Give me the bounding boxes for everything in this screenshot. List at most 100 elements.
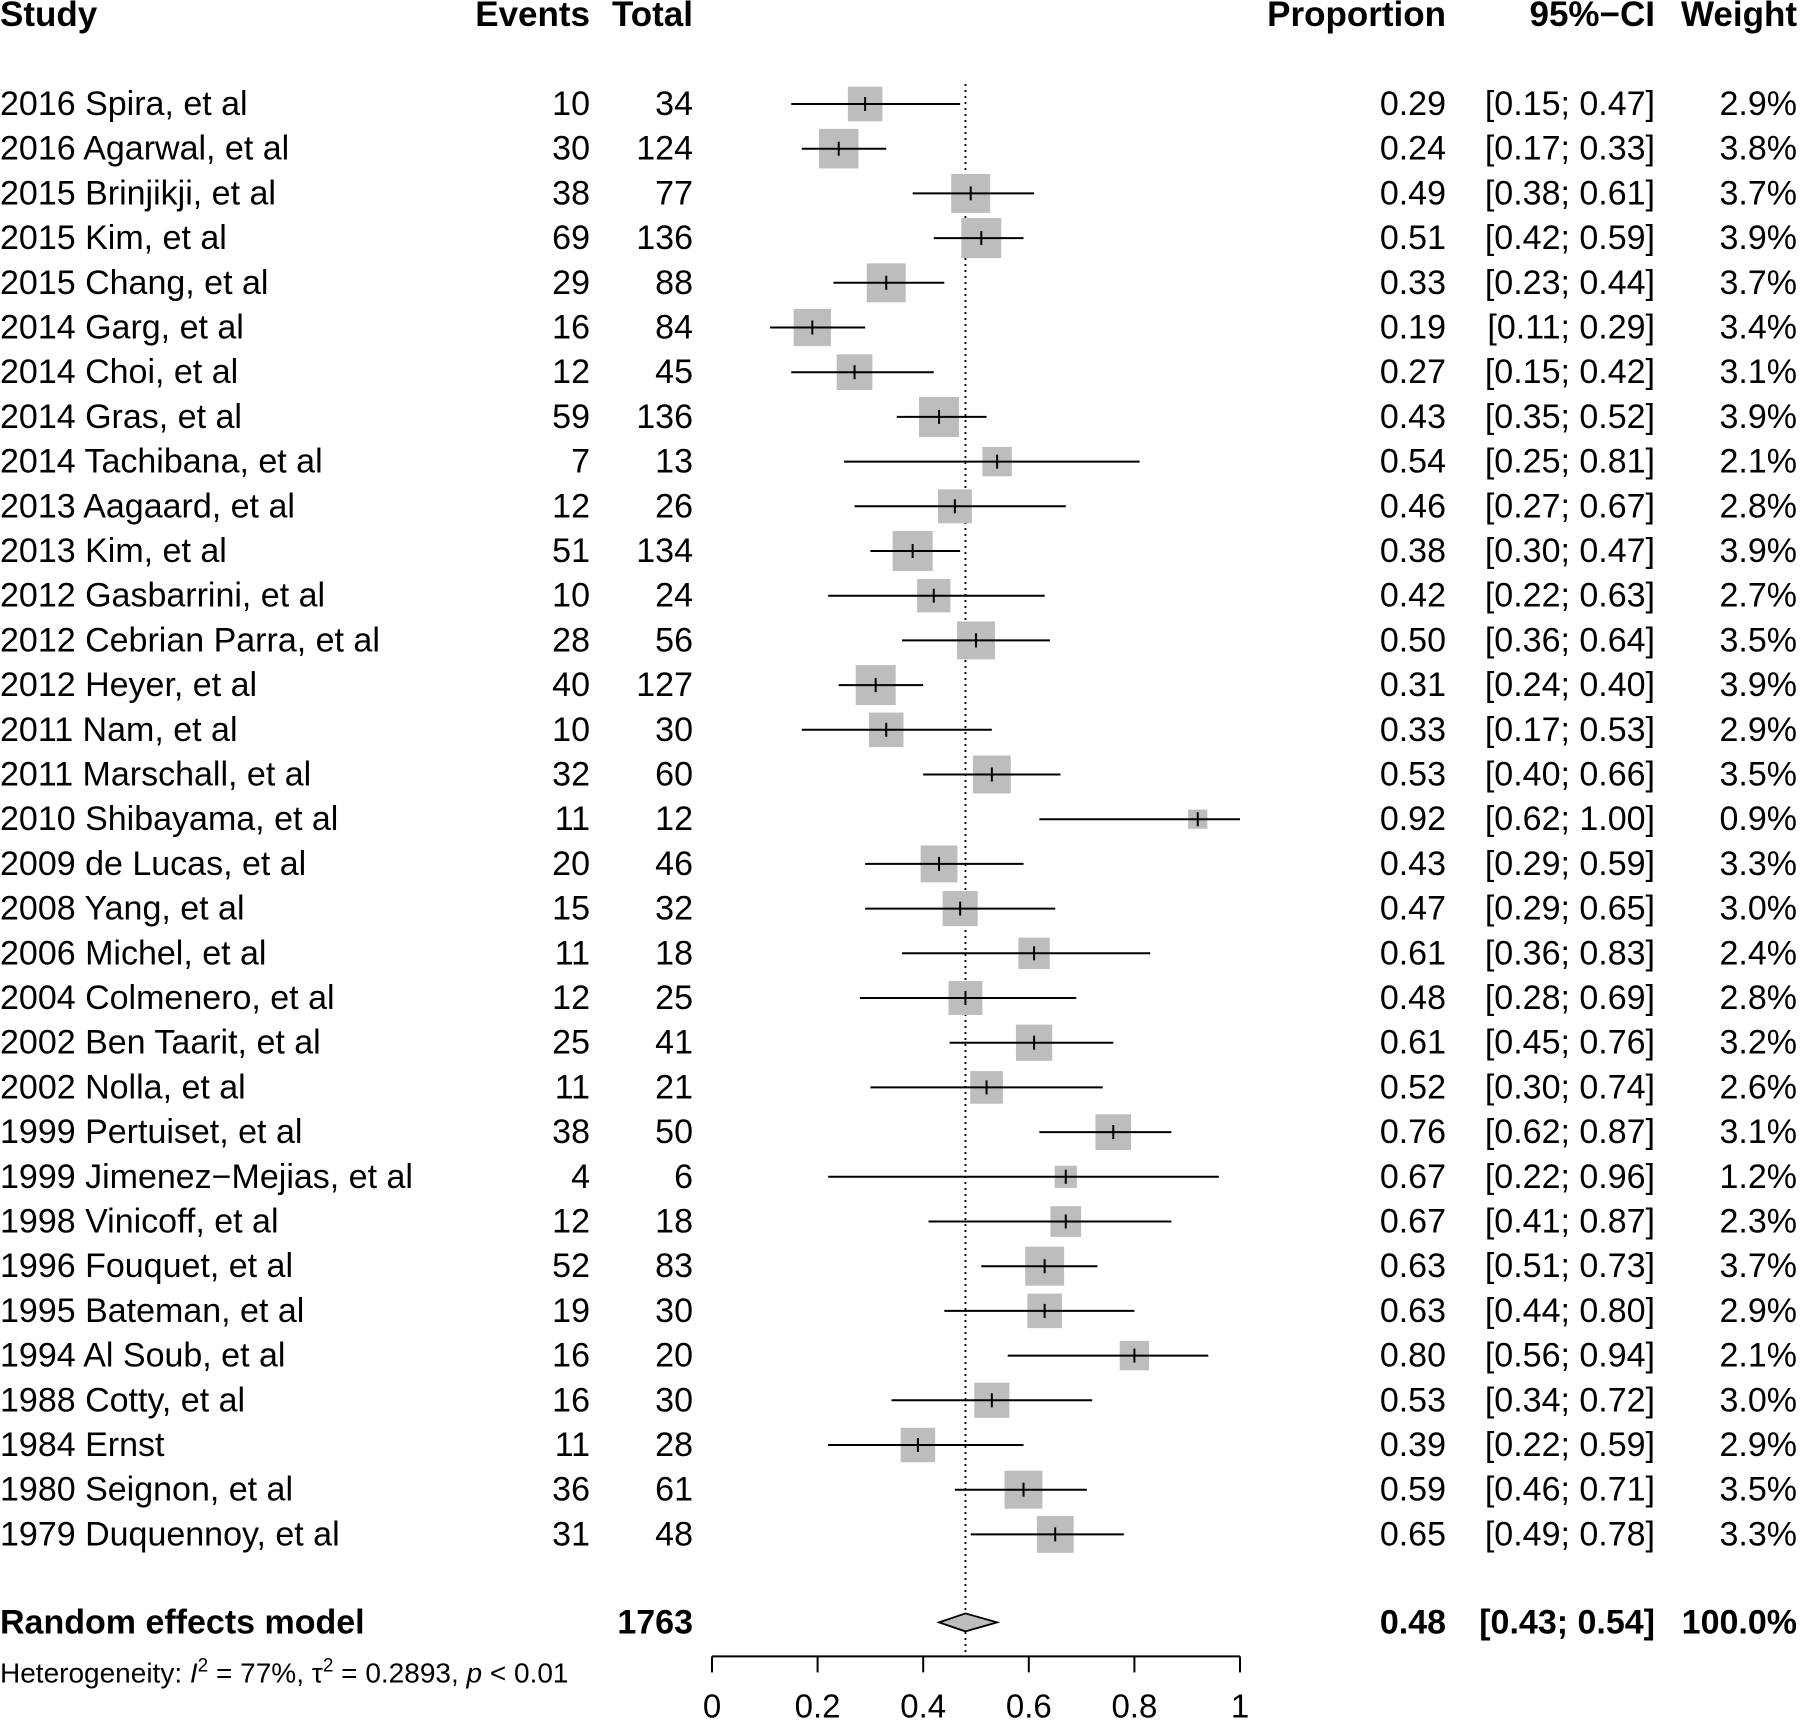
total-value: 61: [655, 1471, 693, 1509]
events-value: 16: [552, 1381, 590, 1419]
header-weight: Weight: [1681, 0, 1797, 34]
weight-value: 3.9%: [1720, 398, 1798, 436]
study-row: 1999 Pertuiset, et al 38 50 0.76 [0.62; 0.87…: [0, 1113, 1797, 1151]
ci-value: [0.35; 0.52]: [1485, 398, 1655, 436]
total-value: 136: [636, 219, 693, 257]
study-label: 2014 Gras, et al: [0, 398, 242, 436]
total-value: 84: [655, 309, 693, 347]
study-row: 2016 Spira, et al 10 34 0.29 [0.15; 0.47] 2.9…: [0, 85, 1797, 123]
weight-value: 3.4%: [1720, 309, 1798, 347]
study-row: 2013 Aagaard, et al 12 26 0.46 [0.27; 0.67] 2…: [0, 487, 1797, 525]
i2-symbol: I: [190, 1657, 198, 1688]
summary-diamond: [936, 1612, 1001, 1633]
study-label: 2012 Heyer, et al: [0, 666, 257, 704]
proportion-value: 0.27: [1380, 353, 1446, 391]
header-ci: 95%−CI: [1530, 0, 1656, 34]
x-tick-label: 1: [1231, 1687, 1249, 1724]
study-row: 1995 Bateman, et al 19 30 0.63 [0.44; 0.80] 2…: [0, 1292, 1797, 1330]
tau-symbol: τ: [312, 1657, 323, 1688]
study-label: 2011 Nam, et al: [0, 711, 238, 749]
study-row: 1998 Vinicoff, et al 12 18 0.67 [0.41; 0.87]…: [0, 1203, 1797, 1241]
weight-value: 2.4%: [1720, 934, 1798, 972]
weight-value: 3.7%: [1720, 264, 1798, 302]
events-value: 11: [555, 1068, 590, 1106]
study-row: 2011 Nam, et al 10 30 0.33 [0.17; 0.53] 2.9%: [0, 711, 1797, 749]
study-label: 2014 Tachibana, et al: [0, 443, 323, 481]
proportion-value: 0.53: [1380, 1381, 1446, 1419]
study-label: 1995 Bateman, et al: [0, 1292, 304, 1330]
ci-value: [0.24; 0.40]: [1485, 666, 1655, 704]
proportion-value: 0.39: [1380, 1426, 1446, 1464]
events-value: 12: [552, 979, 590, 1017]
proportion-value: 0.38: [1380, 532, 1446, 570]
i2-value: = 77%,: [208, 1657, 312, 1688]
study-label: 2002 Nolla, et al: [0, 1068, 246, 1106]
study-label: 2016 Spira, et al: [0, 85, 248, 123]
ci-value: [0.15; 0.42]: [1485, 353, 1655, 391]
study-label: 2012 Gasbarrini, et al: [0, 577, 325, 615]
study-label: 2015 Chang, et al: [0, 264, 268, 302]
ci-value: [0.22; 0.96]: [1485, 1158, 1655, 1196]
study-row: 1996 Fouquet, et al 52 83 0.63 [0.51; 0.73] 3…: [0, 1246, 1797, 1286]
study-label: 2015 Brinjikji, et al: [0, 174, 276, 212]
total-value: 127: [636, 666, 693, 704]
study-rows: 2016 Spira, et al 10 34 0.29 [0.15; 0.47] 2.9…: [0, 85, 1797, 1553]
total-value: 50: [655, 1113, 693, 1151]
proportion-value: 0.33: [1380, 711, 1446, 749]
ci-value: [0.22; 0.63]: [1485, 577, 1655, 615]
total-value: 45: [655, 353, 693, 391]
weight-value: 3.7%: [1720, 174, 1798, 212]
weight-value: 3.2%: [1720, 1024, 1798, 1062]
proportion-value: 0.61: [1380, 1024, 1446, 1062]
proportion-value: 0.48: [1380, 979, 1446, 1017]
weight-value: 3.5%: [1720, 756, 1798, 794]
events-value: 40: [552, 666, 590, 704]
events-value: 69: [552, 219, 590, 257]
proportion-value: 0.50: [1380, 621, 1446, 659]
ci-value: [0.62; 1.00]: [1485, 800, 1655, 838]
proportion-value: 0.92: [1380, 800, 1446, 838]
total-value: 18: [655, 1203, 693, 1241]
study-row: 1984 Ernst 11 28 0.39 [0.22; 0.59] 2.9%: [0, 1426, 1797, 1464]
total-value: 24: [655, 577, 693, 615]
x-tick-label: 0: [703, 1687, 721, 1724]
x-tick-label: 0.8: [1111, 1687, 1157, 1724]
weight-value: 3.1%: [1720, 353, 1798, 391]
summary-weight: 100.0%: [1682, 1603, 1797, 1641]
total-value: 25: [655, 979, 693, 1017]
events-value: 25: [552, 1024, 590, 1062]
ci-value: [0.25; 0.81]: [1485, 443, 1655, 481]
header-proportion: Proportion: [1267, 0, 1446, 34]
total-value: 124: [636, 130, 693, 168]
ci-value: [0.30; 0.74]: [1485, 1068, 1655, 1106]
events-value: 10: [552, 577, 590, 615]
summary-proportion: 0.48: [1380, 1603, 1446, 1641]
events-value: 11: [555, 934, 590, 972]
ci-value: [0.23; 0.44]: [1485, 264, 1655, 302]
events-value: 30: [552, 130, 590, 168]
heterogeneity-prefix: Heterogeneity:: [0, 1657, 190, 1688]
ci-value: [0.56; 0.94]: [1485, 1337, 1655, 1375]
proportion-value: 0.49: [1380, 174, 1446, 212]
proportion-value: 0.19: [1380, 309, 1446, 347]
weight-value: 3.5%: [1720, 1471, 1798, 1509]
total-value: 56: [655, 621, 693, 659]
proportion-value: 0.43: [1380, 398, 1446, 436]
ci-value: [0.17; 0.53]: [1485, 711, 1655, 749]
study-label: 2015 Kim, et al: [0, 219, 227, 257]
total-value: 77: [655, 174, 693, 212]
study-row: 2014 Tachibana, et al 7 13 0.54 [0.25; 0.81]…: [0, 443, 1797, 481]
events-value: 19: [552, 1292, 590, 1330]
ci-value: [0.15; 0.47]: [1485, 85, 1655, 123]
weight-value: 2.7%: [1720, 577, 1798, 615]
summary-label: Random effects model: [0, 1603, 365, 1641]
proportion-value: 0.67: [1380, 1203, 1446, 1241]
study-row: 1999 Jimenez−Mejias, et al 4 6 0.67 [0.22; 0…: [0, 1158, 1797, 1196]
total-value: 136: [636, 398, 693, 436]
proportion-value: 0.65: [1380, 1515, 1446, 1553]
total-value: 83: [655, 1247, 693, 1285]
i2-superscript: 2: [198, 1655, 209, 1676]
study-row: 1980 Seignon, et al 36 61 0.59 [0.46; 0.71] 3…: [0, 1471, 1797, 1509]
ci-value: [0.30; 0.47]: [1485, 532, 1655, 570]
